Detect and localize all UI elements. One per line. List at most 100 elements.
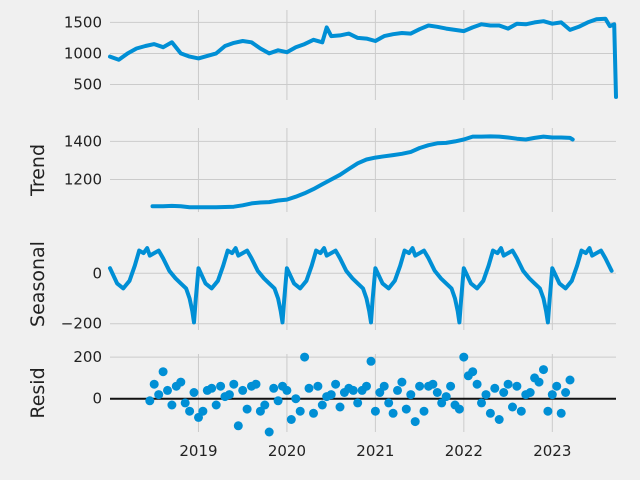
resid-point: [393, 385, 402, 395]
resid-point: [437, 398, 447, 408]
resid-point: [163, 385, 172, 395]
resid-point: [525, 388, 535, 397]
resid-point: [269, 383, 279, 393]
resid-point: [534, 377, 544, 387]
resid-point: [331, 379, 341, 389]
y-tick-label: 1500: [64, 13, 102, 31]
resid-point: [419, 406, 429, 416]
y-tick-label: −200: [61, 315, 102, 333]
resid-point: [415, 381, 425, 391]
resid-point: [481, 390, 491, 400]
resid-point: [185, 406, 195, 416]
resid-point: [198, 406, 208, 416]
resid-point: [477, 398, 486, 408]
resid-point: [565, 375, 575, 385]
trend-panel: 1200 1400 Trend: [27, 128, 616, 212]
resid-point: [472, 379, 482, 389]
resid-point: [313, 381, 323, 391]
resid-point: [561, 388, 571, 397]
resid-point: [459, 352, 469, 362]
resid-point: [216, 381, 226, 391]
series-line: [108, 16, 618, 99]
resid-point: [384, 398, 394, 408]
resid-point: [552, 381, 562, 391]
resid-point: [503, 379, 513, 389]
resid-point: [295, 406, 305, 416]
x-tick-label: 2022: [445, 442, 483, 460]
series-line: [108, 246, 614, 325]
resid-point: [512, 381, 522, 391]
resid-point: [348, 385, 358, 395]
observed-panel: 500 1000 1500: [64, 10, 618, 100]
resid-point: [189, 388, 199, 397]
resid-point: [406, 390, 416, 400]
resid-point: [441, 392, 451, 402]
resid-point: [300, 352, 310, 362]
resid-point: [335, 402, 345, 412]
y-tick-label: 200: [73, 348, 102, 366]
resid-point: [251, 379, 261, 389]
resid-point: [410, 417, 420, 427]
resid-point: [180, 398, 190, 408]
resid-point: [149, 379, 159, 389]
resid-point: [291, 394, 301, 404]
resid-point: [264, 427, 274, 437]
resid-point: [282, 385, 292, 395]
y-tick-label: 1000: [64, 44, 102, 62]
resid-point: [370, 406, 380, 416]
resid-point: [556, 408, 566, 418]
resid-point: [242, 404, 252, 414]
resid-point: [490, 383, 500, 393]
y-tick-label: 500: [73, 75, 102, 93]
x-tick-label: 2020: [268, 442, 306, 460]
x-tick-label: 2021: [356, 442, 394, 460]
resid-point: [238, 385, 248, 395]
resid-point: [499, 388, 509, 397]
resid-point: [273, 396, 283, 406]
resid-point: [446, 381, 456, 391]
resid-point: [454, 404, 464, 414]
y-axis-label: Resid: [27, 367, 49, 418]
resid-point: [233, 421, 243, 431]
resid-point: [547, 390, 557, 400]
resid-point: [388, 408, 398, 418]
resid-point: [397, 377, 407, 387]
resid-point: [145, 396, 155, 406]
resid-point: [375, 388, 385, 397]
resid-point: [432, 388, 442, 397]
seasonal-panel: −200 0 Seasonal: [27, 238, 616, 333]
x-tick-label: 2019: [179, 442, 217, 460]
y-tick-label: 1200: [64, 171, 102, 189]
y-tick-label: 0: [92, 390, 102, 408]
resid-point: [539, 365, 548, 375]
resid-point: [428, 379, 438, 389]
resid-panel: 0 200 Resid 2019 2020 2021 2022 2023: [27, 348, 616, 460]
resid-point: [353, 398, 363, 408]
resid-point: [229, 379, 239, 389]
resid-point: [167, 400, 177, 410]
resid-point: [224, 390, 234, 400]
x-tick-label: 2023: [533, 442, 571, 460]
resid-point: [309, 408, 318, 418]
resid-point: [207, 383, 217, 393]
y-axis-label: Seasonal: [27, 241, 49, 327]
y-axis-label: Trend: [27, 144, 49, 197]
resid-point: [401, 404, 411, 414]
resid-point: [366, 356, 376, 366]
resid-point: [326, 390, 336, 400]
resid-point: [362, 381, 371, 391]
resid-point: [286, 415, 296, 424]
resid-point: [260, 400, 270, 410]
resid-point: [304, 383, 314, 393]
resid-point: [158, 367, 168, 377]
y-tick-label: 0: [92, 264, 102, 282]
resid-point: [211, 400, 221, 410]
series-line: [150, 134, 575, 210]
resid-point: [543, 406, 553, 416]
resid-point: [379, 381, 389, 391]
resid-point: [494, 415, 504, 424]
resid-point: [468, 367, 478, 377]
resid-point: [317, 400, 327, 410]
y-tick-label: 1400: [64, 132, 102, 150]
